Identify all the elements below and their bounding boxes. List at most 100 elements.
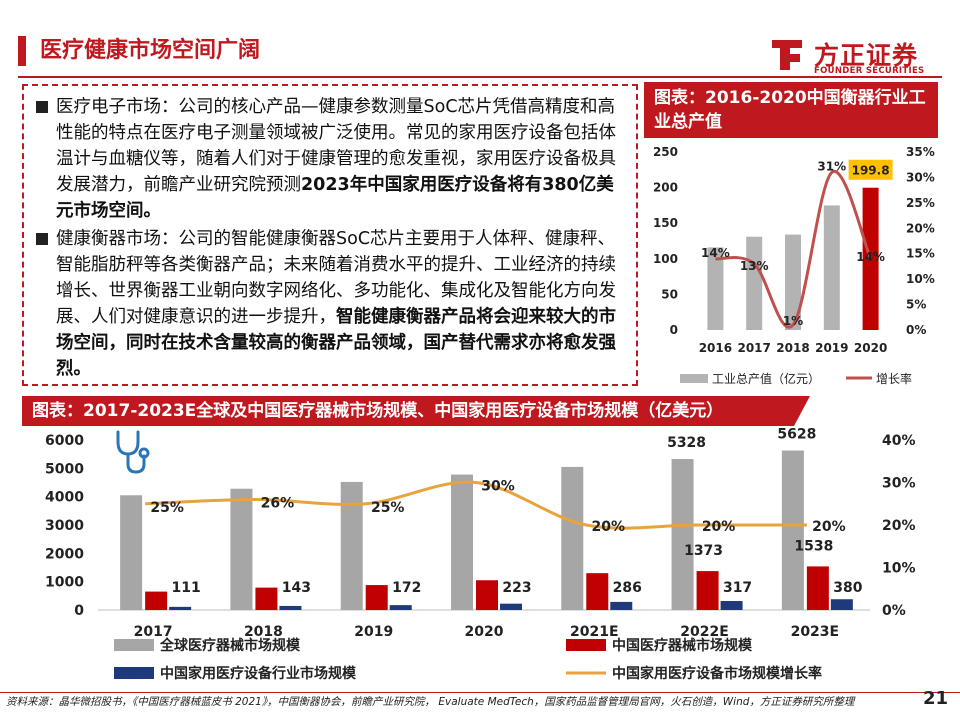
legend-bar-swatch (566, 639, 606, 651)
medical-device-market-chart: 0 1000 2000 3000 4000 5000 6000 0% 10% 20% 30% 40% 5… (45, 427, 916, 682)
left-tick-label: 1000 (45, 575, 84, 591)
right-tick-label: 30% (882, 476, 916, 492)
growth-rate-label: 25% (371, 500, 405, 516)
global-value-label: 5328 (667, 435, 706, 451)
right-tick-label: 0% (906, 323, 926, 337)
title-accent-bar (18, 36, 26, 66)
left-tick-label: 2000 (45, 546, 84, 562)
text-panel: 医疗电子市场：公司的核心产品—健康参数测量SoC芯片凭借高精度和高性能的特点在医… (22, 84, 638, 386)
legend-line-label: 增长率 (876, 371, 912, 386)
paragraph-medical-electronics: 医疗电子市场：公司的核心产品—健康参数测量SoC芯片凭借高精度和高性能的特点在医… (34, 94, 626, 224)
output-bar (746, 236, 763, 330)
left-tick-label: 4000 (45, 490, 84, 506)
x-category-label: 2018 (244, 624, 283, 640)
x-category-label: 2019 (354, 624, 393, 640)
china-market-bar (476, 580, 498, 610)
right-tick-label: 25% (906, 196, 935, 210)
page-number: 21 (922, 688, 948, 709)
output-bar (785, 234, 801, 330)
left-tick-label: 6000 (45, 433, 84, 449)
output-bar (862, 187, 879, 330)
legend-label: 中国家用医疗设备市场规模增长率 (612, 665, 822, 682)
china-value-label: 1538 (794, 538, 833, 554)
right-tick-label: 0% (882, 603, 906, 619)
global-market-bar (671, 459, 694, 610)
right-tick-label: 5% (906, 298, 926, 312)
left-tick-label: 100 (653, 252, 678, 266)
left-tick-label: 3000 (45, 518, 84, 534)
growth-rate-label: 26% (261, 496, 295, 512)
stethoscope-icon (116, 430, 150, 474)
footer-divider (0, 692, 960, 693)
highlight-value-label: 199.8 (852, 164, 890, 178)
home-device-bar (610, 601, 633, 610)
p2-highlight: 智能健康衡器产品将会迎来较大的市场空间，同时在技术含量较高的衡器产品领域，国产替… (56, 307, 616, 379)
p1-highlight: 2023年中国家用医疗设备将有380亿美元市场空间。 (56, 175, 614, 221)
output-bar (707, 247, 724, 330)
home-value-label: 172 (392, 580, 421, 596)
growth-rate-label: 30% (481, 479, 515, 495)
home-value-label: 223 (502, 580, 531, 596)
paragraph-health-scale: 健康衡器市场：公司的智能健康衡器SoC芯片主要用于人体秤、健康秤、智能脂肪秤等各… (34, 226, 626, 382)
global-market-bar (451, 474, 473, 610)
growth-rate-label: 20% (592, 519, 626, 535)
right-tick-label: 10% (906, 272, 935, 286)
global-market-bar (120, 495, 143, 610)
left-tick-label: 200 (653, 181, 678, 195)
right-tick-label: 20% (906, 221, 935, 235)
square-bullet-icon (36, 101, 48, 113)
x-category-label: 2020 (854, 341, 887, 355)
china-market-bar (586, 573, 609, 610)
left-tick-label: 150 (653, 216, 678, 230)
home-device-bar (279, 605, 302, 610)
right-tick-label: 35% (906, 145, 935, 159)
x-category-label: 2020 (465, 624, 504, 640)
x-category-label: 2017 (737, 341, 770, 355)
growth-rate-line (715, 170, 872, 329)
source-note: 资料来源：晶华微招股书，《中国医疗器械蓝皮书 2021》，中国衡器协会，前瞻产业… (6, 696, 855, 708)
left-tick-label: 250 (653, 145, 678, 159)
china-market-bar (365, 585, 388, 610)
founder-logo-icon (772, 40, 802, 70)
page-title: 医疗健康市场空间广阔 (40, 38, 261, 63)
x-category-label: 2018 (776, 341, 809, 355)
growth-rate-label: 14% (856, 250, 885, 264)
right-tick-label: 15% (906, 247, 935, 261)
left-tick-label: 5000 (45, 461, 84, 477)
logo-name-cn: 方正证券 (814, 41, 919, 70)
growth-rate-label: 31% (817, 159, 846, 173)
growth-rate-line (145, 480, 807, 530)
legend-bar-swatch (114, 639, 154, 651)
global-value-label: 5628 (777, 427, 816, 443)
chart2-title-tab (794, 396, 810, 426)
home-value-label: 286 (613, 580, 642, 596)
x-category-label: 2016 (699, 341, 732, 355)
legend-label: 中国家用医疗设备行业市场规模 (160, 665, 357, 682)
output-bar (823, 205, 840, 330)
growth-rate-label: 13% (740, 259, 769, 273)
legend-label: 全球医疗器械市场规模 (159, 637, 301, 654)
legend-bar-swatch (114, 667, 154, 679)
global-market-bar (230, 488, 253, 610)
china-market-bar (806, 566, 829, 610)
home-value-label: 143 (282, 580, 311, 596)
x-category-label: 2019 (815, 341, 848, 355)
china-value-label: 1373 (684, 543, 723, 559)
home-value-label: 111 (172, 580, 201, 596)
home-device-bar (500, 603, 522, 610)
x-category-label: 2023E (791, 624, 840, 640)
right-tick-label: 40% (882, 433, 916, 449)
legend-bar-swatch (680, 374, 708, 383)
home-value-label: 380 (833, 580, 862, 596)
home-device-bar (389, 605, 412, 610)
square-bullet-icon (36, 233, 48, 245)
global-market-bar (781, 450, 804, 610)
right-tick-label: 20% (882, 518, 916, 534)
growth-rate-label: 25% (150, 500, 184, 516)
right-tick-label: 30% (906, 170, 935, 184)
chart1-title: 图表：2016-2020中国衡器行业工业总产值 (644, 82, 938, 138)
home-device-bar (720, 601, 743, 610)
scale-output-chart: 0 50 100 150 200 250 0% 5% 10% 15% 20% 25% 30% 35% 199… (653, 145, 935, 386)
china-market-bar (696, 571, 719, 610)
home-value-label: 317 (723, 580, 752, 596)
